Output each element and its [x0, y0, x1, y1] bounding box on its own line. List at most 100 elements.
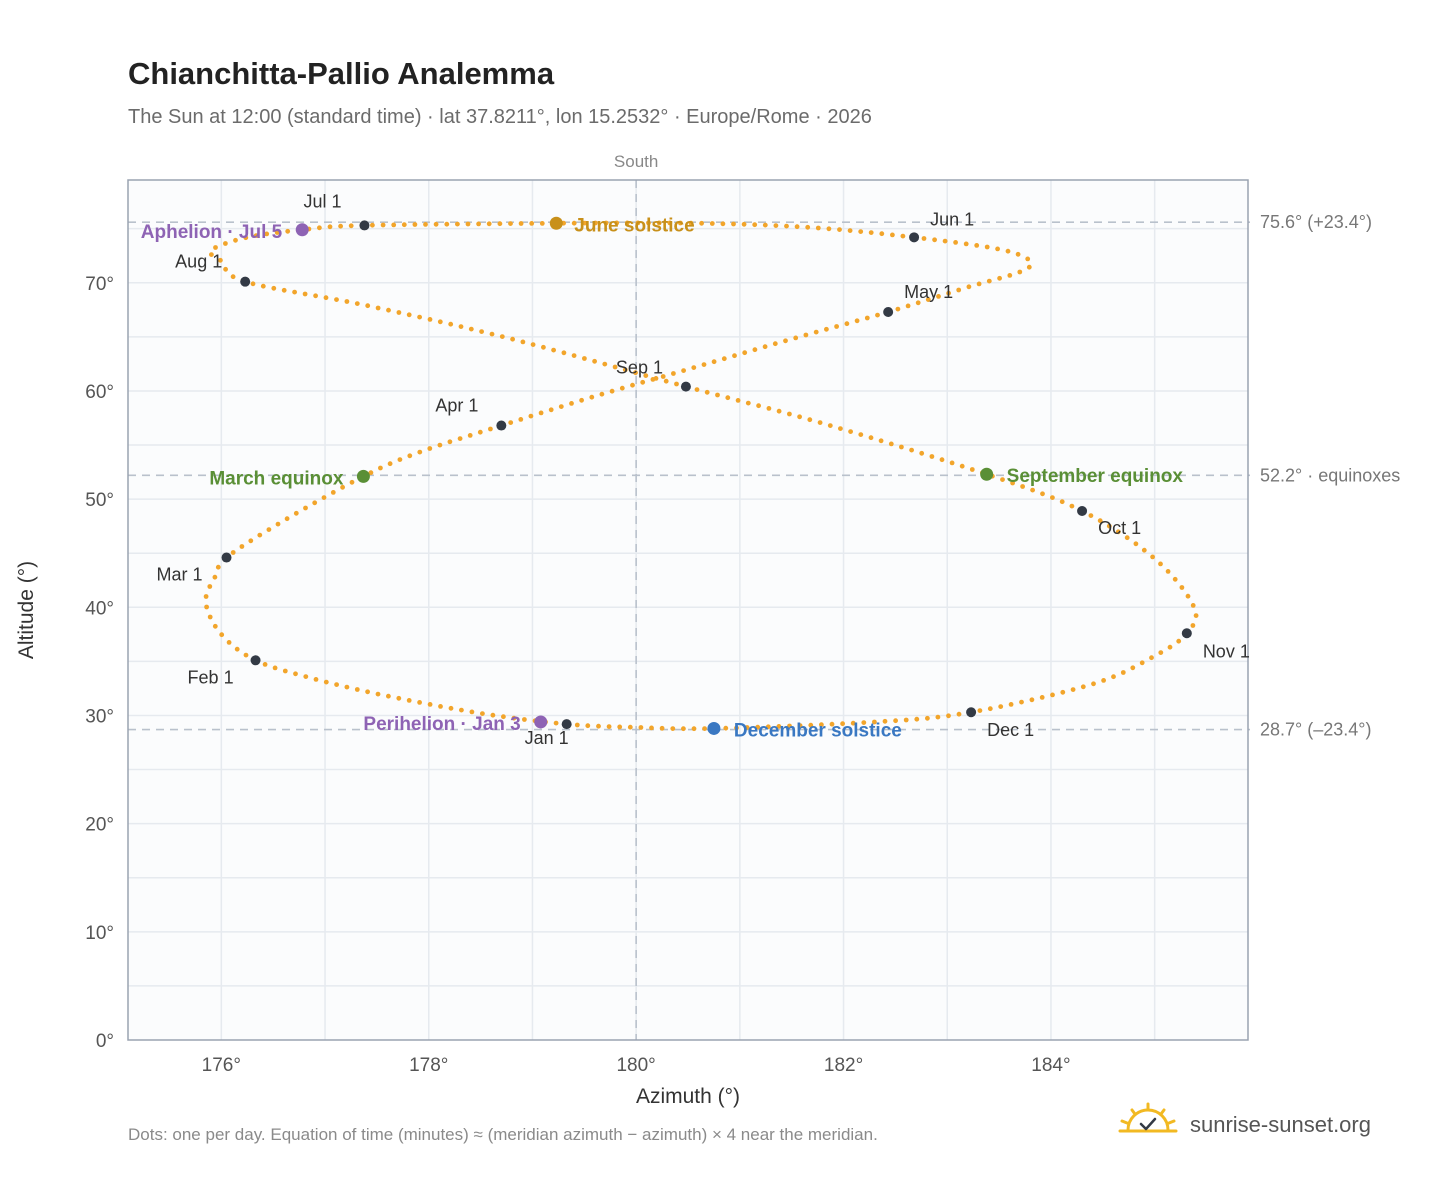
y-axis-ticks: 0° 10° 20° 30° 40° 50° 60° 70° [85, 274, 114, 1052]
day-dot [489, 331, 495, 337]
day-dot [805, 224, 811, 230]
day-dot [340, 484, 345, 490]
event-markers: June solstice Aphelion · Jul 5 March equin… [141, 215, 1184, 741]
day-dot [406, 312, 412, 318]
day-dot [391, 222, 397, 228]
day-dot [510, 336, 515, 342]
day-dot [829, 721, 835, 727]
day-dot [715, 392, 720, 398]
day-dot [949, 460, 955, 466]
day-dot [691, 365, 697, 370]
day-dot [974, 243, 980, 248]
day-dot [864, 315, 870, 321]
day-dot [375, 305, 381, 311]
day-dot [858, 229, 864, 235]
day-dot [1008, 702, 1014, 707]
day-dot [582, 356, 587, 361]
day-dot [448, 321, 454, 327]
day-dot [1124, 535, 1130, 541]
day-dot [765, 724, 771, 730]
day-dot [215, 564, 221, 570]
day-dot [264, 231, 270, 237]
day-dot [742, 350, 748, 356]
day-dot [344, 684, 350, 690]
day-dot [406, 698, 412, 703]
day-dot [709, 221, 715, 226]
day-dot [437, 442, 443, 448]
day-dot [815, 225, 821, 231]
day-dot [606, 724, 612, 729]
day-dot [313, 677, 319, 682]
day-dot [448, 705, 454, 711]
day-dot [837, 227, 842, 233]
month-marker [680, 381, 691, 392]
day-dot [303, 505, 308, 511]
day-dot [1120, 670, 1126, 675]
day-dot [386, 307, 391, 313]
day-dot [627, 724, 633, 730]
month-label: Sep 1 [616, 358, 663, 378]
month-label: Nov 1 [1203, 641, 1250, 661]
day-dot [569, 401, 574, 406]
day-dot [317, 225, 322, 231]
month-label: May 1 [904, 282, 953, 302]
month-marker [221, 552, 232, 563]
day-dot [204, 604, 210, 610]
day-dot [702, 726, 707, 731]
event-marker [549, 216, 563, 230]
day-dot [984, 244, 990, 250]
day-dot [1007, 273, 1013, 278]
y-tick-label: 70° [85, 274, 114, 295]
day-dot [1088, 513, 1094, 518]
day-dot [529, 221, 535, 226]
day-dot [674, 381, 679, 387]
day-dot [694, 387, 700, 392]
month-marker [966, 707, 977, 718]
day-dot [640, 379, 646, 385]
day-dot [427, 702, 433, 707]
day-dot [423, 222, 428, 227]
day-dot [834, 324, 839, 329]
day-dot [234, 646, 240, 652]
day-dot [1190, 603, 1196, 608]
y-tick-label: 40° [85, 598, 114, 619]
day-dot [427, 317, 433, 322]
day-dot [253, 233, 259, 239]
day-dot [776, 408, 782, 414]
day-dot [458, 324, 464, 329]
day-dot [850, 720, 856, 726]
day-dot [783, 338, 788, 344]
month-label: Jun 1 [930, 209, 974, 229]
chart-subtitle: The Sun at 12:00 (standard time) · lat 3… [128, 106, 872, 128]
day-dot [209, 252, 214, 257]
day-dot [827, 423, 833, 428]
day-dot [704, 389, 710, 395]
day-dot [368, 470, 374, 476]
day-dot [396, 310, 402, 315]
day-dot [285, 228, 291, 234]
day-dot [681, 726, 686, 732]
day-dot [354, 301, 360, 306]
day-dot [488, 426, 493, 432]
day-dot [1176, 638, 1182, 644]
day-dot [1106, 523, 1112, 529]
day-dot [609, 388, 615, 394]
day-dot [490, 712, 496, 718]
day-dot [659, 725, 665, 731]
day-dot [1020, 484, 1025, 489]
day-dot [397, 457, 403, 462]
day-dot [633, 370, 638, 376]
day-dot [226, 640, 232, 645]
day-dot [599, 391, 605, 397]
month-label: Apr 1 [435, 396, 478, 416]
day-dot [872, 719, 877, 725]
day-dot [861, 720, 867, 725]
day-dot [624, 220, 630, 226]
event-marker [295, 223, 309, 237]
day-dot [976, 281, 982, 287]
day-dot [348, 223, 354, 229]
day-dot [589, 394, 595, 400]
day-dot [1111, 674, 1116, 680]
day-dot [678, 220, 683, 226]
day-dot [223, 266, 229, 272]
